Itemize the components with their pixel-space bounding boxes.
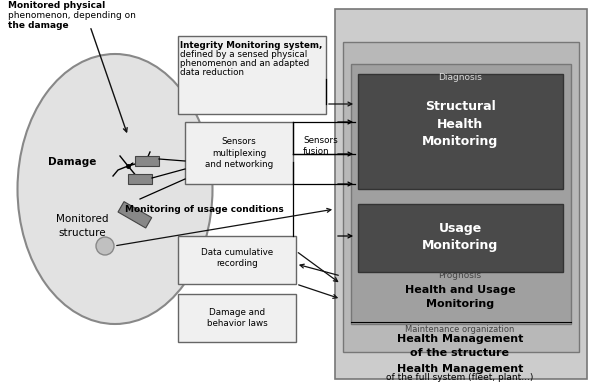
Text: Structural
Health
Monitoring: Structural Health Monitoring	[422, 101, 498, 147]
Bar	[351, 64, 571, 324]
Text: Prognosis: Prognosis	[438, 271, 482, 280]
Text: Integrity Monitoring system,: Integrity Monitoring system,	[180, 41, 323, 50]
Bar	[343, 42, 579, 352]
Bar	[178, 236, 296, 284]
Text: data reduction: data reduction	[180, 68, 244, 77]
Bar	[118, 202, 152, 228]
Text: Diagnosis: Diagnosis	[438, 73, 482, 83]
Bar	[358, 74, 563, 189]
Text: Sensors
fusion: Sensors fusion	[303, 136, 338, 156]
Bar	[135, 156, 159, 166]
Text: Usage
Monitoring: Usage Monitoring	[422, 222, 498, 252]
Text: Health and Usage
Monitoring: Health and Usage Monitoring	[404, 285, 515, 309]
Text: Monitoring of usage conditions: Monitoring of usage conditions	[125, 205, 283, 214]
Text: Health Management
of the structure: Health Management of the structure	[397, 334, 523, 358]
Bar	[335, 9, 587, 379]
Text: the damage: the damage	[8, 21, 69, 30]
Text: Health Management: Health Management	[397, 364, 523, 374]
Text: phenomenon and an adapted: phenomenon and an adapted	[180, 59, 310, 68]
Ellipse shape	[18, 54, 212, 324]
Text: Data cumulative
recording: Data cumulative recording	[201, 248, 273, 268]
Text: of the full system (fleet, plant...): of the full system (fleet, plant...)	[386, 372, 534, 381]
Bar	[358, 204, 563, 272]
Text: defined by a sensed physical: defined by a sensed physical	[180, 50, 307, 59]
Bar	[178, 36, 326, 114]
Bar	[185, 122, 293, 184]
Bar	[128, 174, 152, 184]
Text: Maintenance organization: Maintenance organization	[405, 324, 515, 333]
Text: Sensors
multiplexing
and networking: Sensors multiplexing and networking	[205, 137, 273, 169]
Circle shape	[96, 237, 114, 255]
Text: phenomenon, depending on: phenomenon, depending on	[8, 11, 136, 20]
Text: Damage: Damage	[48, 157, 96, 167]
Text: Monitored
structure: Monitored structure	[56, 214, 109, 238]
Text: Monitored physical: Monitored physical	[8, 1, 105, 10]
Text: Damage and
behavior laws: Damage and behavior laws	[206, 308, 267, 328]
Bar	[178, 294, 296, 342]
